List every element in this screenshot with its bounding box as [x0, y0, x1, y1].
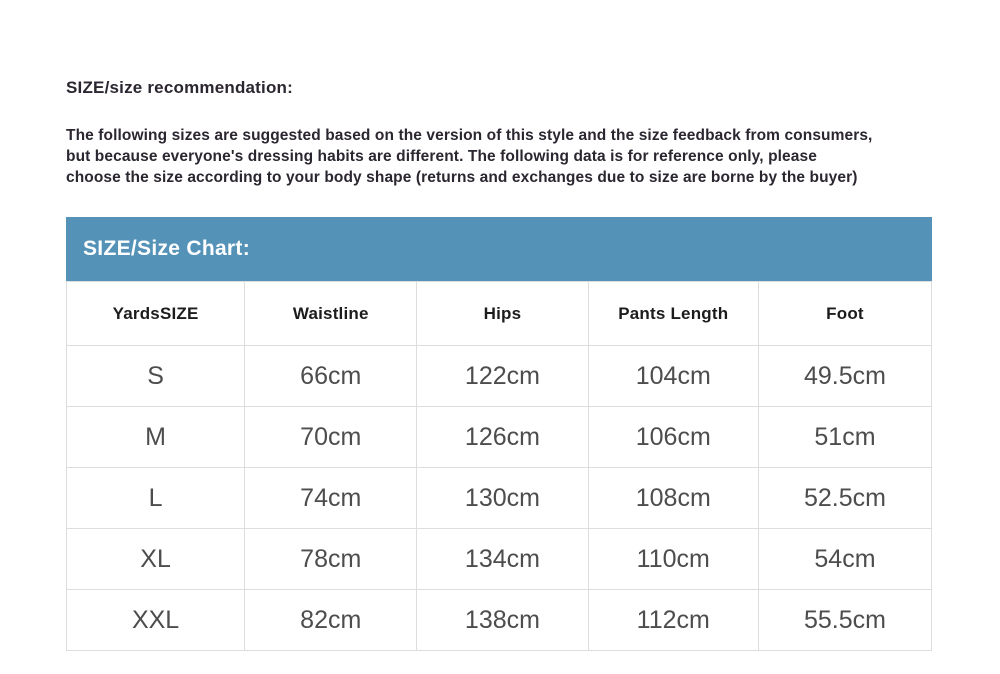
intro-line: choose the size according to your body s…: [66, 169, 858, 186]
table-row: XXL 82cm 138cm 112cm 55.5cm: [65, 589, 933, 651]
cell-pants-length: 106cm: [587, 406, 759, 468]
column-header-hips: Hips: [416, 281, 589, 346]
cell-waistline: 66cm: [244, 345, 418, 407]
cell-pants-length: 110cm: [587, 528, 759, 590]
cell-size: M: [65, 406, 246, 468]
intro-line: but because everyone's dressing habits a…: [66, 148, 817, 165]
cell-foot: 51cm: [757, 406, 933, 468]
size-chart-title: SIZE/Size Chart:: [83, 237, 250, 260]
cell-size: XXL: [65, 589, 246, 651]
cell-hips: 138cm: [416, 589, 589, 651]
cell-size: S: [65, 345, 246, 407]
column-header-waistline: Waistline: [244, 281, 418, 346]
cell-hips: 134cm: [416, 528, 589, 590]
cell-pants-length: 104cm: [587, 345, 759, 407]
cell-waistline: 70cm: [244, 406, 418, 468]
cell-pants-length: 112cm: [587, 589, 759, 651]
size-recommendation-page: SIZE/size recommendation: The following …: [65, 78, 1000, 651]
table-row: M 70cm 126cm 106cm 51cm: [65, 406, 933, 468]
cell-size: XL: [65, 528, 246, 590]
cell-waistline: 78cm: [244, 528, 418, 590]
cell-size: L: [65, 467, 246, 529]
column-header-foot: Foot: [757, 281, 933, 346]
size-chart-table: YardsSIZE Waistline Hips Pants Length Fo…: [65, 281, 933, 651]
cell-hips: 122cm: [416, 345, 589, 407]
cell-waistline: 74cm: [244, 467, 418, 529]
cell-foot: 52.5cm: [757, 467, 933, 529]
size-chart-title-bar: SIZE/Size Chart:: [66, 217, 932, 281]
column-header-pants-length: Pants Length: [587, 281, 759, 346]
cell-foot: 55.5cm: [757, 589, 933, 651]
cell-foot: 49.5cm: [757, 345, 933, 407]
intro-line: The following sizes are suggested based …: [66, 127, 873, 144]
cell-foot: 54cm: [757, 528, 933, 590]
table-header-row: YardsSIZE Waistline Hips Pants Length Fo…: [65, 281, 933, 346]
column-header-yards-size: YardsSIZE: [65, 281, 246, 346]
cell-hips: 126cm: [416, 406, 589, 468]
cell-pants-length: 108cm: [587, 467, 759, 529]
page-title: SIZE/size recommendation:: [66, 78, 293, 97]
table-row: XL 78cm 134cm 110cm 54cm: [65, 528, 933, 590]
size-chart: SIZE/Size Chart: YardsSIZE Waistline Hip…: [65, 217, 933, 651]
cell-waistline: 82cm: [244, 589, 418, 651]
intro-paragraph: The following sizes are suggested based …: [66, 125, 1000, 188]
table-row: L 74cm 130cm 108cm 52.5cm: [65, 467, 933, 529]
cell-hips: 130cm: [416, 467, 589, 529]
table-row: S 66cm 122cm 104cm 49.5cm: [65, 345, 933, 407]
